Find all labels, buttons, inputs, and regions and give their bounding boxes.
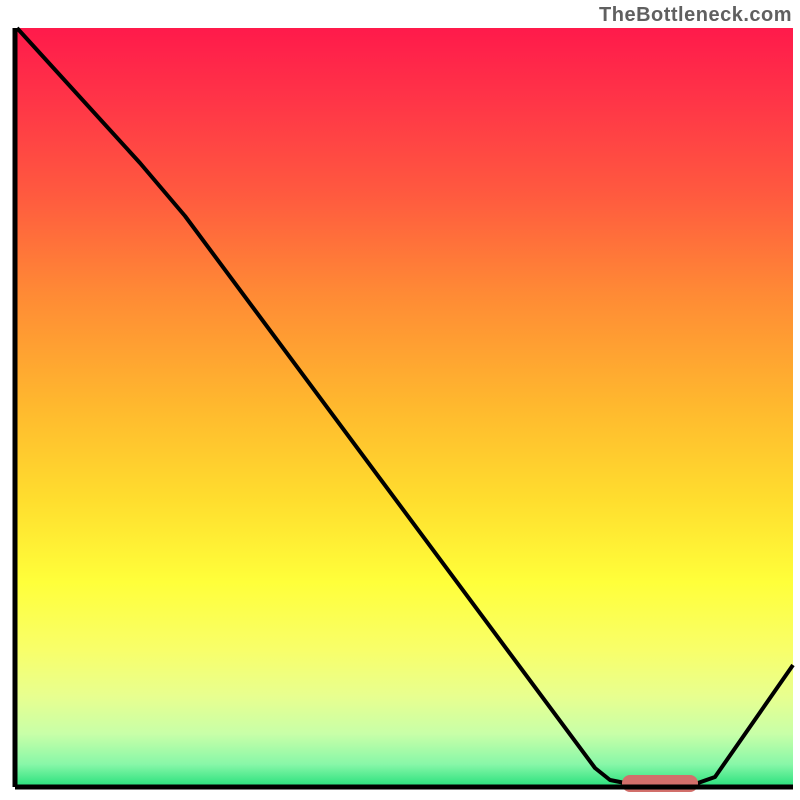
bottleneck-chart: [0, 0, 800, 800]
chart-container: TheBottleneck.com: [0, 0, 800, 800]
watermark-text: TheBottleneck.com: [599, 4, 792, 27]
gradient-background: [15, 28, 793, 787]
